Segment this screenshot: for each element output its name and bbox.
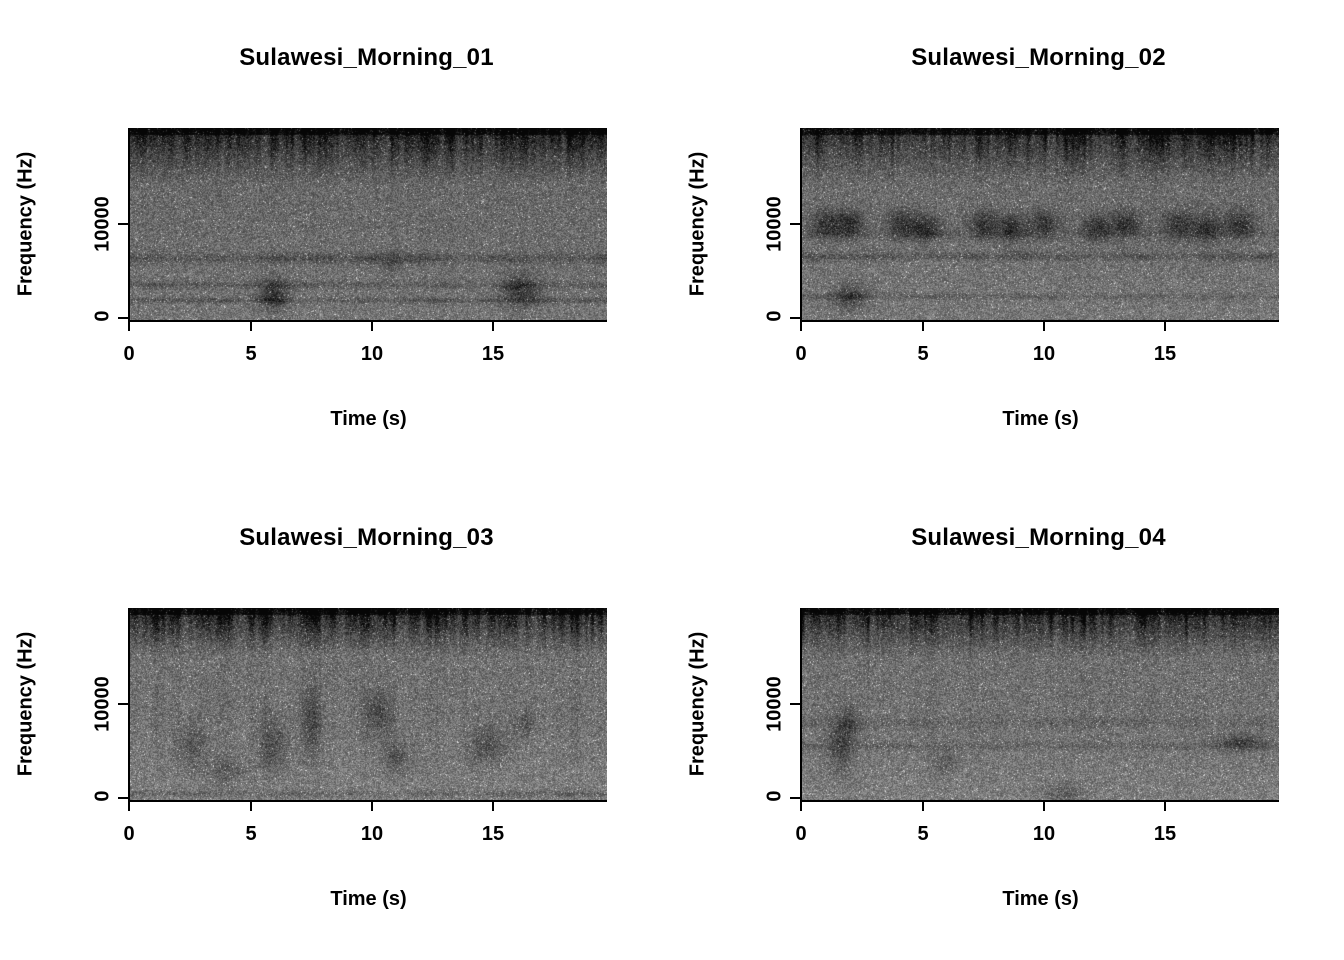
y-tick-label: 10000 bbox=[763, 196, 786, 252]
x-axis-title: Time (s) bbox=[1002, 408, 1079, 430]
plot-area: Frequency (Hz) 10000 0 0 5 10 15 Time (s… bbox=[687, 128, 1279, 430]
plot-area: Frequency (Hz) 10000 0 0 5 10 15 Time (s… bbox=[687, 608, 1279, 910]
x-tick-label: 15 bbox=[1153, 823, 1177, 845]
y-tick-label: 0 bbox=[91, 310, 114, 322]
y-tick-label: 0 bbox=[763, 310, 786, 322]
x-axis-title: Time (s) bbox=[330, 888, 407, 910]
x-tick-label: 5 bbox=[245, 343, 257, 365]
panel-title: Sulawesi_Morning_03 bbox=[239, 524, 494, 551]
spectrogram-panel-2: Sulawesi_Morning_02 Frequency (Hz) 10000… bbox=[672, 0, 1344, 480]
y-tick bbox=[790, 703, 800, 705]
spectrogram-panel-1: Sulawesi_Morning_01 Frequency (Hz) 10000… bbox=[0, 0, 672, 480]
spectrogram-image bbox=[802, 608, 1279, 800]
y-tick-label: 0 bbox=[763, 790, 786, 802]
panel-title: Sulawesi_Morning_04 bbox=[911, 524, 1166, 551]
y-tick-label: 10000 bbox=[91, 676, 114, 732]
y-tick-label: 10000 bbox=[91, 196, 114, 252]
x-tick bbox=[922, 800, 924, 811]
y-tick bbox=[790, 797, 800, 799]
spectrogram-image bbox=[130, 128, 607, 320]
y-tick bbox=[118, 223, 128, 225]
x-tick bbox=[250, 800, 252, 811]
spectrogram-panel-4: Sulawesi_Morning_04 Frequency (Hz) 10000… bbox=[672, 480, 1344, 960]
x-tick bbox=[128, 800, 130, 811]
x-tick-label: 0 bbox=[123, 343, 135, 365]
x-tick bbox=[1164, 320, 1166, 331]
x-tick-label: 5 bbox=[245, 823, 257, 845]
x-tick bbox=[800, 320, 802, 331]
y-tick bbox=[118, 317, 128, 319]
y-axis-title: Frequency (Hz) bbox=[14, 151, 37, 297]
x-tick bbox=[371, 800, 373, 811]
x-axis-title: Time (s) bbox=[1002, 888, 1079, 910]
x-tick bbox=[492, 320, 494, 331]
x-tick bbox=[492, 800, 494, 811]
x-tick-label: 15 bbox=[481, 823, 505, 845]
y-axis-title: Frequency (Hz) bbox=[686, 631, 709, 777]
panel-title: Sulawesi_Morning_01 bbox=[239, 44, 494, 71]
x-tick-label: 0 bbox=[795, 343, 807, 365]
x-tick-label: 10 bbox=[360, 823, 384, 845]
x-tick bbox=[128, 320, 130, 331]
x-tick bbox=[1043, 320, 1045, 331]
x-tick-label: 15 bbox=[481, 343, 505, 365]
x-tick bbox=[922, 320, 924, 331]
x-tick-label: 10 bbox=[360, 343, 384, 365]
x-tick-label: 10 bbox=[1032, 823, 1056, 845]
y-axis-title: Frequency (Hz) bbox=[14, 631, 37, 777]
x-axis-title: Time (s) bbox=[330, 408, 407, 430]
y-tick bbox=[790, 317, 800, 319]
x-tick-label: 0 bbox=[795, 823, 807, 845]
y-tick-label: 0 bbox=[91, 790, 114, 802]
panel-title: Sulawesi_Morning_02 bbox=[911, 44, 1166, 71]
x-tick bbox=[371, 320, 373, 331]
spectrogram-image bbox=[802, 128, 1279, 320]
x-tick-label: 10 bbox=[1032, 343, 1056, 365]
x-tick bbox=[1164, 800, 1166, 811]
y-tick-label: 10000 bbox=[763, 676, 786, 732]
x-tick bbox=[1043, 800, 1045, 811]
plot-area: Frequency (Hz) 10000 0 0 5 10 15 Time (s… bbox=[15, 128, 607, 430]
x-tick-label: 15 bbox=[1153, 343, 1177, 365]
y-tick bbox=[118, 703, 128, 705]
x-tick-label: 5 bbox=[917, 343, 929, 365]
plot-area: Frequency (Hz) 10000 0 0 5 10 15 Time (s… bbox=[15, 608, 607, 910]
spectrogram-panel-3: Sulawesi_Morning_03 Frequency (Hz) 10000… bbox=[0, 480, 672, 960]
y-tick bbox=[118, 797, 128, 799]
x-tick bbox=[800, 800, 802, 811]
x-tick-label: 0 bbox=[123, 823, 135, 845]
x-tick bbox=[250, 320, 252, 331]
y-tick bbox=[790, 223, 800, 225]
spectrogram-image bbox=[130, 608, 607, 800]
x-tick-label: 5 bbox=[917, 823, 929, 845]
y-axis-title: Frequency (Hz) bbox=[686, 151, 709, 297]
